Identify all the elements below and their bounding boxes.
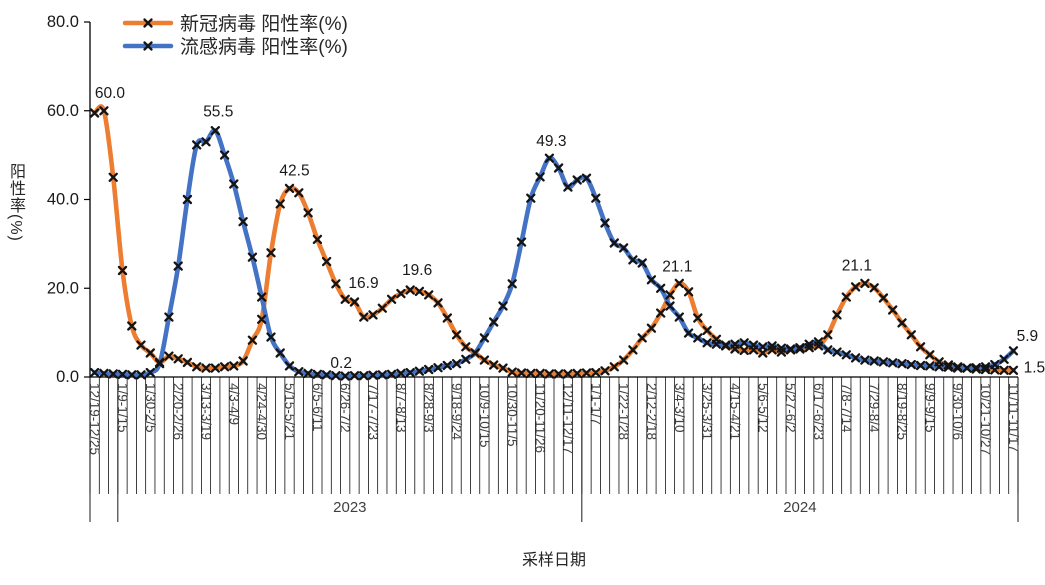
x-axis-tick-label: 1/9-1/15 — [115, 383, 130, 433]
y-axis-tick-label: 40.0 — [47, 191, 79, 209]
x-axis-tick-label: 10/9-10/15 — [477, 383, 492, 448]
x-axis-tick-label: 3/13-3/19 — [199, 383, 214, 440]
x-axis-tick-label: 3/4-3/10 — [672, 383, 687, 433]
x-axis-tick-label: 7/8-7/14 — [839, 383, 854, 433]
x-axis-title: 采样日期 — [521, 552, 587, 569]
legend-label-covid: 新冠病毒 阳性率(%) — [180, 14, 348, 35]
covid-data-label: 42.5 — [279, 162, 309, 179]
x-marker-icon — [143, 40, 153, 51]
x-axis-tick-label: 1/22-1/28 — [616, 383, 631, 440]
flu-data-label: 5.9 — [1017, 328, 1039, 345]
x-axis-tick-label: 6/5-6/11 — [310, 383, 325, 432]
y-axis-title: 阳性率(%) — [7, 163, 24, 242]
x-marker-icon — [143, 17, 153, 28]
x-axis-tick-label: 12/11-12/17 — [560, 383, 575, 454]
covid-data-label: 21.1 — [842, 257, 872, 274]
covid-data-label: 16.9 — [348, 275, 378, 292]
x-axis-tick-label: 8/28-9/3 — [421, 383, 436, 433]
flu-positivity-line — [92, 128, 1016, 379]
flu-data-label: 55.5 — [203, 104, 233, 121]
flu-point-markers — [89, 126, 1019, 381]
x-axis-tick-label: 2/12-2/18 — [644, 383, 659, 440]
legend-item-covid: 新冠病毒 阳性率(%) — [122, 11, 348, 35]
x-axis-tick-label: 9/30-10/6 — [950, 383, 965, 440]
x-axis-tick-label: 4/3-4/9 — [226, 383, 241, 425]
x-axis-tick-label: 2/20-2/26 — [171, 383, 186, 440]
x-axis-tick-label: 8/19-8/25 — [895, 383, 910, 440]
x-axis-tick-label: 4/15-4/21 — [727, 383, 742, 440]
flu-data-label: 0.2 — [330, 355, 352, 372]
x-axis-tick-label: 12/19-12/25 — [87, 383, 102, 455]
x-axis-tick-label: 10/21-10/27 — [978, 383, 993, 455]
x-axis-tick-label: 5/15-5/21 — [282, 383, 297, 440]
x-axis-tick-label: 6/17-6/23 — [811, 383, 826, 440]
covid-data-label: 21.1 — [662, 258, 692, 275]
legend-line-covid — [122, 17, 174, 28]
covid-data-label: 60.0 — [95, 85, 126, 102]
x-axis-tick-label: 5/27-6/2 — [783, 383, 798, 433]
legend-label-flu: 流感病毒 阳性率(%) — [180, 37, 348, 58]
y-axis-tick-label: 20.0 — [47, 279, 79, 297]
chart-legend: 新冠病毒 阳性率(%) 流感病毒 阳性率(%) — [122, 11, 348, 58]
y-axis-tick-label: 0.0 — [56, 368, 79, 386]
x-axis-tick-label: 9/18-9/24 — [449, 383, 464, 441]
x-axis-tick-label: 7/29-8/4 — [867, 383, 882, 433]
x-axis-tick-label: 11/11-11/17 — [1006, 383, 1021, 452]
x-axis-tick-label: 6/26-7/2 — [338, 383, 353, 433]
legend-item-flu: 流感病毒 阳性率(%) — [122, 34, 348, 58]
x-axis-tick-label: 9/9-9/15 — [922, 383, 937, 433]
x-axis-tick-label: 1/1-1/7 — [588, 383, 603, 425]
x-axis-tick-label: 11/20-11/26 — [533, 383, 548, 453]
year-label: 2024 — [783, 499, 816, 516]
x-axis-tick-label: 3/25-3/31 — [700, 383, 715, 440]
covid-point-markers — [89, 106, 1019, 379]
x-axis-tick-label: 5/6-5/12 — [755, 383, 770, 433]
x-axis-tick-label: 4/24-4/30 — [254, 383, 269, 440]
x-axis-tick-label: 10/30-11/5 — [505, 383, 520, 447]
x-axis-tick-label: 8/7-8/13 — [393, 383, 408, 433]
legend-line-flu — [122, 40, 174, 51]
y-axis-tick-label: 80.0 — [47, 13, 79, 31]
covid-data-label: 19.6 — [402, 262, 432, 279]
y-axis-tick-label: 60.0 — [47, 102, 79, 120]
x-axis-tick-label: 7/17-7/23 — [366, 383, 381, 440]
flu-data-label: 49.3 — [536, 133, 566, 150]
x-axis-tick-label: 1/30-2/5 — [143, 383, 158, 433]
year-label: 2023 — [333, 499, 366, 516]
covid-data-label: 1.5 — [1024, 359, 1045, 376]
